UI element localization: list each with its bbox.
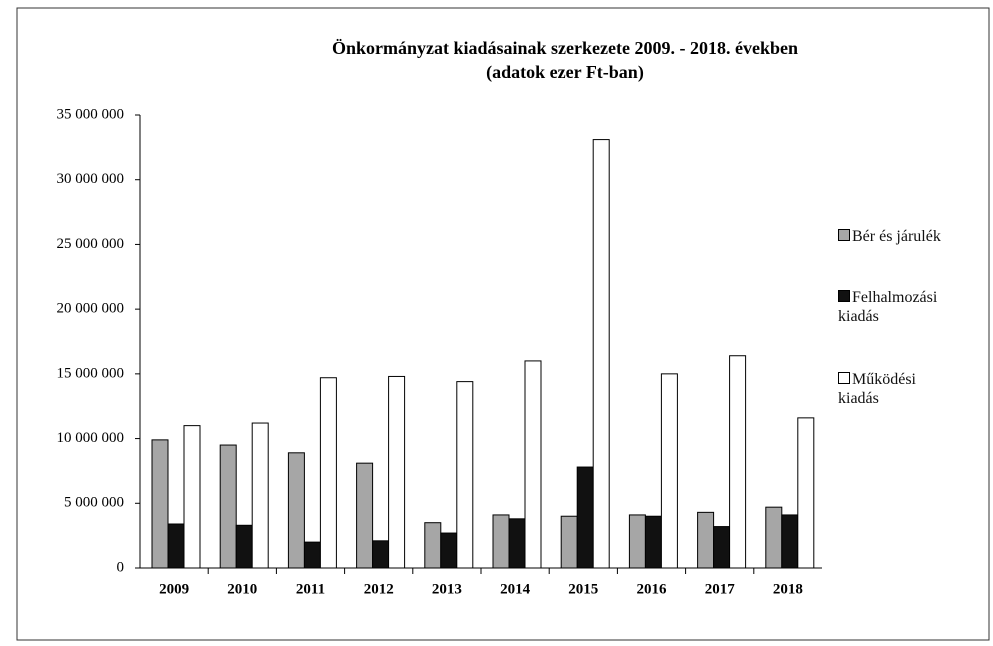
- x-tick-label: 2017: [705, 581, 736, 597]
- y-tick-label: 20 000 000: [57, 301, 125, 317]
- legend-swatch: [838, 229, 850, 241]
- y-tick-label: 15 000 000: [57, 365, 125, 381]
- x-tick-label: 2018: [773, 581, 803, 597]
- chart-title: Önkormányzat kiadásainak szerkezete 2009…: [332, 38, 798, 58]
- legend-swatch: [838, 290, 850, 302]
- bar: [287, 452, 305, 569]
- bar: [576, 466, 594, 569]
- x-tick-label: 2012: [364, 581, 394, 597]
- legend-item: Bér és járulék: [838, 227, 958, 246]
- bar: [797, 417, 815, 569]
- bar: [508, 518, 526, 569]
- bar: [251, 422, 269, 569]
- bar: [167, 523, 185, 569]
- bar: [424, 522, 442, 569]
- x-tick-label: 2011: [296, 581, 325, 597]
- x-tick-label: 2009: [159, 581, 189, 597]
- chart-subtitle: (adatok ezer Ft-ban): [486, 62, 644, 83]
- bar: [560, 515, 578, 569]
- bar: [492, 514, 510, 569]
- legend-label: Felhalmozási kiadás: [838, 289, 938, 325]
- bar: [319, 377, 337, 569]
- y-tick-label: 25 000 000: [57, 236, 125, 252]
- bar: [781, 514, 799, 569]
- bar: [456, 381, 474, 569]
- bar: [183, 425, 201, 569]
- legend-item: Felhalmozási kiadás: [838, 288, 958, 326]
- bar: [524, 360, 542, 569]
- legend-item: Működési kiadás: [838, 370, 958, 408]
- bar: [628, 514, 646, 569]
- bar: [235, 524, 253, 569]
- y-tick-label: 0: [117, 559, 125, 575]
- legend-swatch: [838, 372, 850, 384]
- bar: [697, 511, 715, 569]
- bar: [219, 444, 237, 569]
- bar: [303, 541, 321, 569]
- bar: [372, 540, 390, 569]
- y-tick-label: 30 000 000: [57, 171, 125, 187]
- x-tick-label: 2014: [500, 581, 531, 597]
- bar: [151, 439, 169, 569]
- bar: [592, 139, 610, 569]
- bar: [729, 355, 747, 569]
- x-tick-label: 2015: [568, 581, 598, 597]
- bar: [644, 515, 662, 569]
- bar: [356, 462, 374, 569]
- bar: [440, 532, 458, 569]
- y-tick-label: 5 000 000: [64, 495, 124, 511]
- bar: [765, 506, 783, 569]
- y-tick-label: 35 000 000: [57, 106, 125, 122]
- x-tick-label: 2016: [637, 581, 668, 597]
- legend-label: Működési kiadás: [838, 371, 916, 407]
- chart-border: [16, 7, 990, 641]
- bar: [660, 373, 678, 569]
- bar: [713, 526, 731, 569]
- x-tick-label: 2010: [227, 581, 257, 597]
- y-tick-label: 10 000 000: [57, 430, 125, 446]
- legend-label: Bér és járulék: [852, 228, 941, 245]
- bar: [388, 375, 406, 569]
- x-tick-label: 2013: [432, 581, 462, 597]
